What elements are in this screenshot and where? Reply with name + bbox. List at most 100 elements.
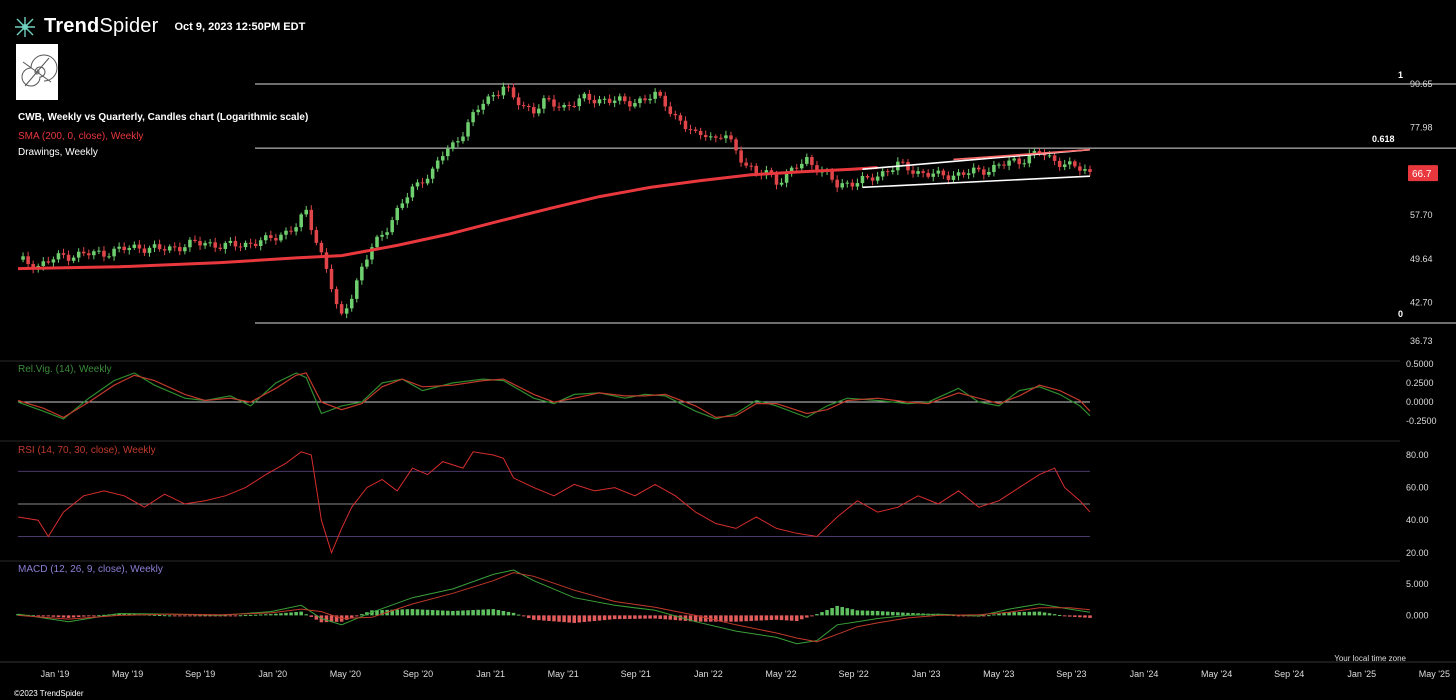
channel-drawing xyxy=(862,148,1091,189)
candle-body xyxy=(451,142,455,149)
macd-histogram-bar xyxy=(66,615,71,618)
macd-histogram-bar xyxy=(157,614,162,616)
candle-body xyxy=(102,250,106,257)
macd-histogram-bar xyxy=(547,615,551,621)
candle-body xyxy=(582,93,587,99)
macd-histogram-bar xyxy=(734,615,738,622)
candle-body xyxy=(152,244,157,248)
candle-body xyxy=(122,246,126,251)
macd-histogram-bar xyxy=(16,614,20,616)
candle-body xyxy=(855,183,860,187)
time-tick-label: May '19 xyxy=(112,669,143,679)
macd-histogram-bar xyxy=(567,615,571,623)
macd-histogram-bar xyxy=(400,609,405,616)
candle-body xyxy=(774,174,779,185)
candle-body xyxy=(304,209,308,215)
candle-body xyxy=(1007,160,1011,166)
macd-histogram-bar xyxy=(309,615,314,617)
macd-histogram-bar xyxy=(491,609,496,616)
macd-histogram-bar xyxy=(552,615,556,622)
macd-histogram-bar xyxy=(253,614,258,616)
candle-body xyxy=(198,241,202,246)
macd-histogram-bar xyxy=(1042,612,1047,616)
relvig-legend[interactable]: Rel.Vig. (14), Weekly xyxy=(18,364,112,375)
macd-histogram-bar xyxy=(430,610,435,616)
indicator-tick-label: 80.00 xyxy=(1406,450,1429,460)
candle-body xyxy=(673,113,678,116)
macd-histogram-bar xyxy=(749,615,753,621)
macd-histogram-bar xyxy=(956,615,961,617)
macd-histogram-bar xyxy=(61,615,66,618)
macd-histogram-bar xyxy=(81,615,86,617)
candle-body xyxy=(167,246,172,251)
macd-histogram-bar xyxy=(617,615,622,620)
grid-layer xyxy=(0,360,1456,663)
candle-body xyxy=(936,170,941,174)
macd-histogram-bar xyxy=(830,607,834,616)
candle-body xyxy=(360,266,364,281)
candle-body xyxy=(172,246,177,248)
fib-level-label: 0.618 xyxy=(1372,134,1395,144)
indicator-tick-label: 40.00 xyxy=(1406,515,1429,525)
macd-histogram-bar xyxy=(582,615,587,622)
price-tick-label: 36.73 xyxy=(1410,336,1433,346)
macd-histogram-bar xyxy=(344,615,349,620)
indicator-tick-label: 20.00 xyxy=(1406,548,1429,558)
indicator-tick-label: -0.2500 xyxy=(1406,416,1437,426)
channel-lower-line xyxy=(862,175,1091,189)
fib-retracement: 1 0.618 0 xyxy=(255,70,1456,324)
macd-histogram-bar xyxy=(1002,612,1006,616)
candle-body xyxy=(714,136,718,138)
macd-histogram-bar xyxy=(638,615,642,619)
macd-histogram-bar xyxy=(87,615,91,617)
rsi-legend[interactable]: RSI (14, 70, 30, close), Weekly xyxy=(18,445,156,456)
candle-body xyxy=(1002,164,1006,166)
indicator-tick-label: 5.000 xyxy=(1406,579,1429,589)
candle-body xyxy=(117,246,121,249)
candle-body xyxy=(31,264,35,270)
candle-body xyxy=(643,98,647,101)
candle-body xyxy=(46,261,51,263)
candle-body xyxy=(61,253,66,255)
candle-body xyxy=(466,122,470,137)
macd-histogram-bar xyxy=(855,610,860,616)
macd-histogram-bar xyxy=(992,614,996,616)
candle-body xyxy=(587,93,592,100)
macd-histogram-bar xyxy=(127,613,132,616)
candle-body xyxy=(779,182,784,185)
macd-histogram-bar xyxy=(982,615,986,617)
candle-body xyxy=(178,247,182,252)
candle-body xyxy=(678,115,683,121)
macd-histogram-bar xyxy=(193,615,197,617)
macd-histogram-bar xyxy=(784,615,789,621)
candles-layer xyxy=(21,82,1092,319)
macd-histogram-bar xyxy=(860,610,865,616)
macd-histogram-bar xyxy=(117,613,121,616)
macd-histogram-bar xyxy=(1007,612,1011,616)
candle-body xyxy=(294,227,298,232)
candle-body xyxy=(830,170,834,180)
candle-body xyxy=(390,220,394,233)
time-tick-label: May '21 xyxy=(548,669,579,679)
macd-histogram-bar xyxy=(476,609,480,616)
candle-body xyxy=(703,135,708,138)
macd-histogram-bar xyxy=(188,615,192,617)
macd-pane: 5.000 0.000 xyxy=(16,569,1429,645)
candle-body xyxy=(365,259,369,267)
macd-histogram-bar xyxy=(238,615,243,617)
candle-body xyxy=(415,182,420,187)
candle-body xyxy=(734,139,738,151)
candle-body xyxy=(142,248,147,253)
candle-body xyxy=(248,242,253,244)
drawings-legend[interactable]: Drawings, Weekly xyxy=(18,147,98,158)
candle-body xyxy=(805,157,809,164)
sma-legend[interactable]: SMA (200, 0, close), Weekly xyxy=(18,131,144,142)
time-tick-label: May '20 xyxy=(330,669,361,679)
macd-legend[interactable]: MACD (12, 26, 9, close), Weekly xyxy=(18,564,163,575)
candle-body xyxy=(289,230,293,232)
candle-body xyxy=(597,99,602,104)
time-tick-label: May '24 xyxy=(1201,669,1232,679)
macd-histogram-bar xyxy=(891,611,895,616)
candle-body xyxy=(81,251,86,254)
